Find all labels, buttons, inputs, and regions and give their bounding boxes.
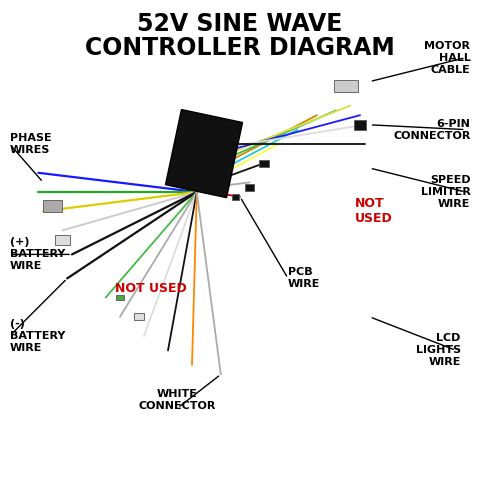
Text: 52V SINE WAVE: 52V SINE WAVE — [137, 12, 343, 36]
Text: SPEED
LIMITER
WIRE: SPEED LIMITER WIRE — [420, 175, 470, 209]
FancyBboxPatch shape — [55, 235, 70, 245]
FancyBboxPatch shape — [116, 295, 124, 300]
Polygon shape — [166, 109, 242, 198]
Text: (-)
BATTERY
WIRE: (-) BATTERY WIRE — [10, 319, 65, 353]
Text: PCB
WIRE: PCB WIRE — [288, 267, 320, 289]
Text: MOTOR
HALL
CABLE: MOTOR HALL CABLE — [424, 41, 470, 74]
Text: 6-PIN
CONNECTOR: 6-PIN CONNECTOR — [393, 119, 470, 141]
FancyBboxPatch shape — [43, 201, 62, 212]
FancyBboxPatch shape — [134, 313, 144, 320]
Text: PHASE
WIRES: PHASE WIRES — [10, 133, 51, 155]
Text: NOT USED: NOT USED — [115, 281, 187, 295]
FancyBboxPatch shape — [259, 159, 269, 167]
Text: WHITE
CONNECTOR: WHITE CONNECTOR — [139, 389, 216, 411]
Text: (+)
BATTERY
WIRE: (+) BATTERY WIRE — [10, 238, 65, 271]
Text: CONTROLLER DIAGRAM: CONTROLLER DIAGRAM — [85, 36, 395, 60]
Text: LCD
LIGHTS
WIRE: LCD LIGHTS WIRE — [416, 334, 461, 367]
FancyBboxPatch shape — [245, 183, 254, 191]
FancyBboxPatch shape — [231, 194, 239, 200]
FancyBboxPatch shape — [334, 80, 358, 92]
Text: NOT
USED: NOT USED — [355, 197, 393, 226]
FancyBboxPatch shape — [354, 120, 366, 130]
